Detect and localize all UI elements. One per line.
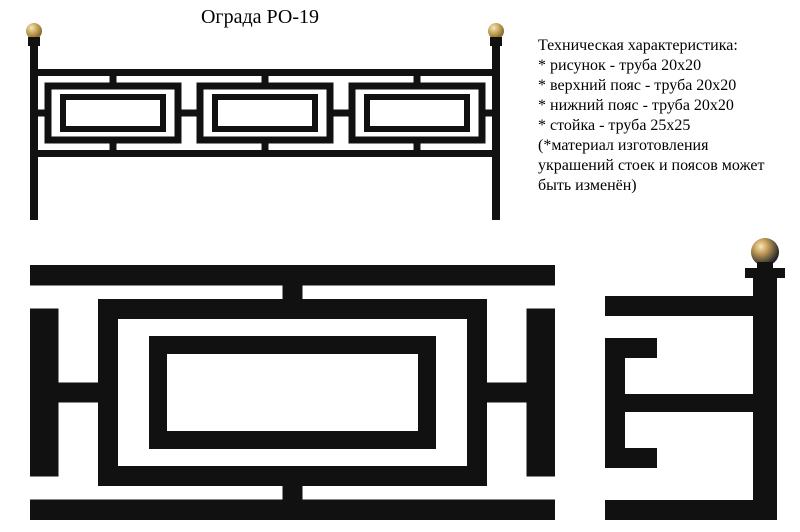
- finial-collar: [28, 37, 40, 43]
- spec-note: украшений стоек и поясов может: [538, 156, 790, 176]
- spec-item: * верхний пояс - труба 20х20: [538, 76, 790, 96]
- spec-heading: Техническая характеристика:: [538, 36, 790, 56]
- spec-item: * рисунок - труба 20х20: [538, 56, 790, 76]
- spec-item: * стойка - труба 25х25: [538, 116, 790, 136]
- fence-detail-post: [605, 238, 780, 520]
- top-rail: [38, 69, 492, 76]
- detail-svg: [30, 265, 555, 520]
- spec-item: * нижний пояс - труба 20х20: [538, 96, 790, 116]
- fence-post-left: [30, 43, 38, 220]
- spec-note: быть изменён): [538, 176, 790, 196]
- corner-svg: [605, 238, 780, 520]
- finial-left: [26, 23, 42, 45]
- pattern-module: [38, 76, 492, 150]
- fence-post-right: [492, 43, 500, 220]
- finial-right: [488, 23, 504, 45]
- fence-top-view: [30, 25, 500, 220]
- spec-block: Техническая характеристика: * рисунок - …: [538, 36, 790, 196]
- spec-note: (*материал изготовления: [538, 136, 790, 156]
- finial-collar: [490, 37, 502, 43]
- bottom-rail: [38, 150, 492, 157]
- fence-detail-pattern: [30, 265, 555, 520]
